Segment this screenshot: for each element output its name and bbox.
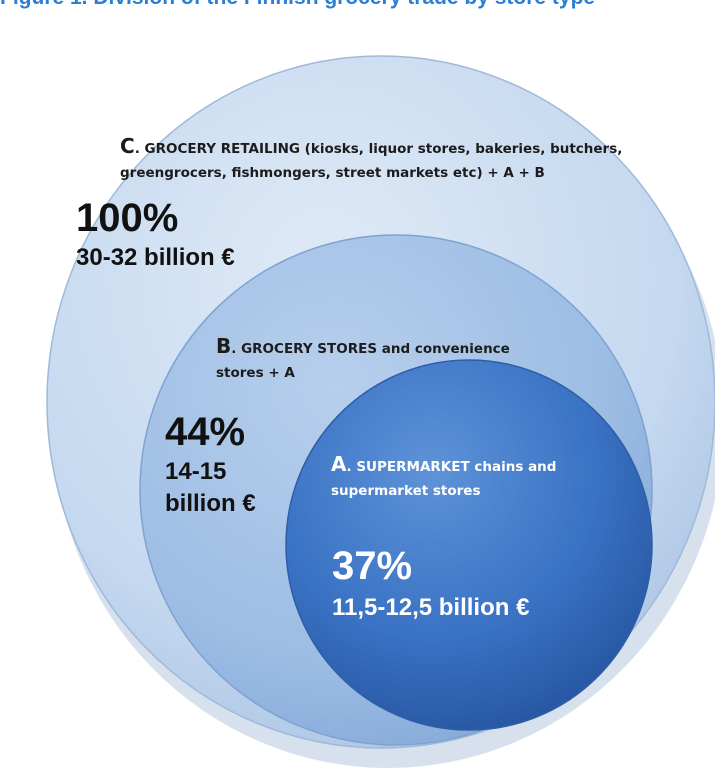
circle-c-description-text: . GROCERY RETAILING (kiosks, liquor stor… — [120, 141, 622, 181]
circle-c-value: 30-32 billion € — [76, 242, 235, 274]
circle-a-letter: A — [331, 452, 346, 476]
circle-a-description: A. SUPERMARKET chains and supermarket st… — [331, 452, 561, 503]
circle-c-letter: C — [120, 134, 135, 158]
circle-b-description-text: . GROCERY STORES and convenience stores … — [216, 341, 510, 381]
circle-a-description-text: . SUPERMARKET chains and supermarket sto… — [331, 459, 556, 499]
circle-a-value: 11,5-12,5 billion € — [332, 592, 532, 624]
circle-a-percent: 37% — [332, 544, 412, 588]
figure-title: Figure 1. Division of the Finnish grocer… — [0, 0, 715, 10]
circle-c-description: C. GROCERY RETAILING (kiosks, liquor sto… — [120, 134, 640, 185]
circle-b-value: 14-15 billion € — [165, 456, 295, 520]
circle-c-percent: 100% — [76, 196, 178, 240]
circle-b-percent: 44% — [165, 410, 245, 454]
circle-b-description: B. GROCERY STORES and convenience stores… — [216, 334, 526, 385]
circle-b-letter: B — [216, 334, 231, 358]
